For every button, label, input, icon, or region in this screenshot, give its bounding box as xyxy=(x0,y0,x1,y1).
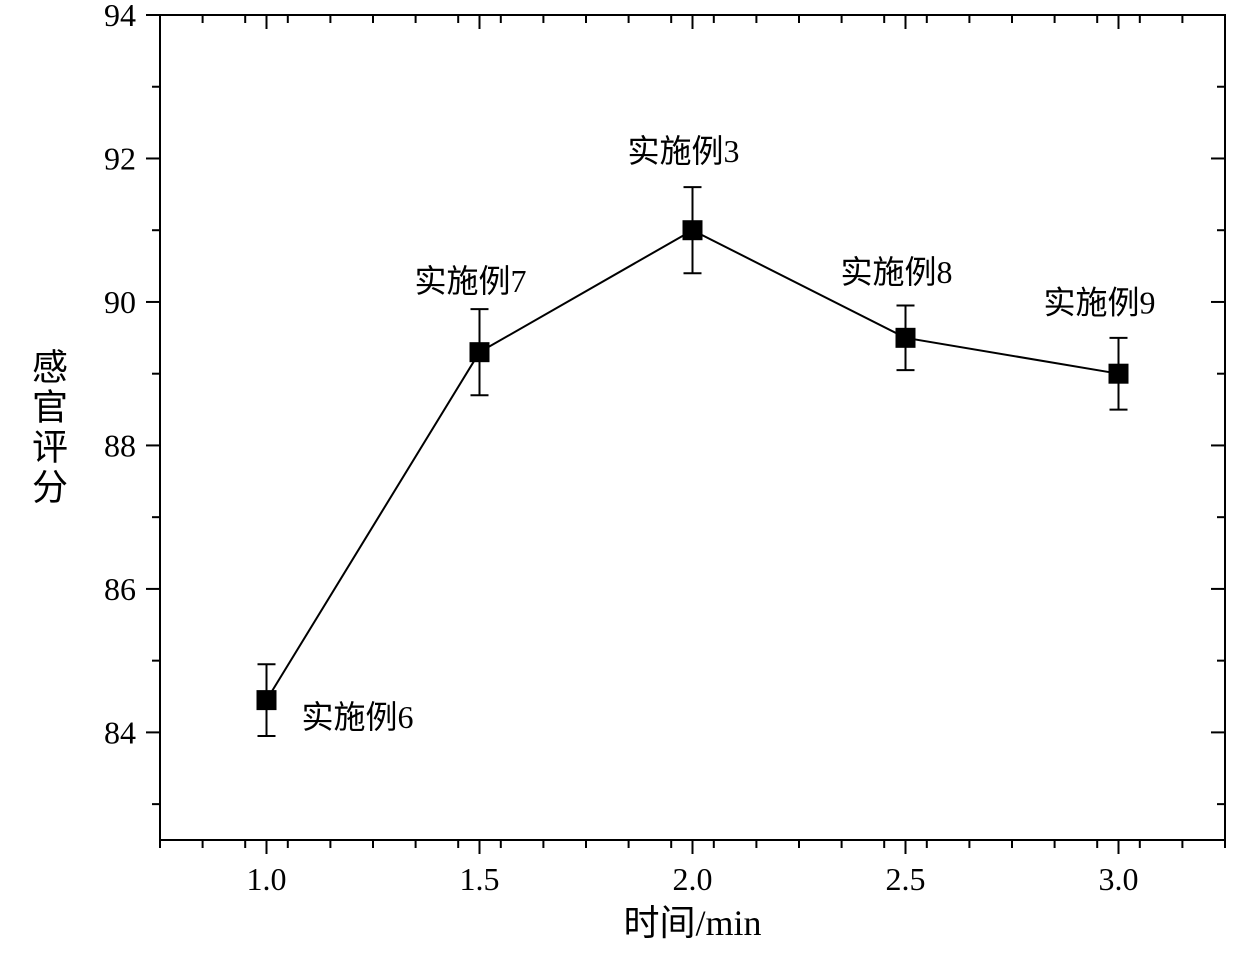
chart-container: 1.01.52.02.53.0848688909294时间/min感官评分实施例… xyxy=(0,0,1240,966)
x-tick-label: 3.0 xyxy=(1099,861,1139,897)
svg-text:感: 感 xyxy=(32,348,68,388)
data-point-label: 实施例8 xyxy=(841,254,953,290)
x-axis-label: 时间/min xyxy=(623,903,761,943)
y-tick-label: 90 xyxy=(104,284,136,320)
y-tick-label: 84 xyxy=(104,714,136,750)
data-point-marker xyxy=(896,328,916,348)
y-tick-label: 92 xyxy=(104,140,136,176)
data-point-marker xyxy=(470,342,490,362)
data-series-line xyxy=(267,230,1119,700)
data-point-label: 实施例3 xyxy=(628,133,740,169)
x-tick-label: 2.0 xyxy=(673,861,713,897)
y-axis-label: 感官评分 xyxy=(32,348,68,508)
data-point-marker xyxy=(683,220,703,240)
svg-text:分: 分 xyxy=(32,468,68,508)
line-chart: 1.01.52.02.53.0848688909294时间/min感官评分实施例… xyxy=(0,0,1240,966)
svg-text:评: 评 xyxy=(32,428,68,468)
y-tick-label: 94 xyxy=(104,0,136,33)
data-point-marker xyxy=(1109,364,1129,384)
data-point-label: 实施例9 xyxy=(1044,285,1156,321)
data-point-label: 实施例7 xyxy=(415,263,527,299)
y-tick-label: 88 xyxy=(104,427,136,463)
svg-text:官: 官 xyxy=(32,388,68,428)
data-point-marker xyxy=(257,690,277,710)
x-tick-label: 1.0 xyxy=(247,861,287,897)
x-tick-label: 1.5 xyxy=(460,861,500,897)
x-tick-label: 2.5 xyxy=(886,861,926,897)
data-point-label: 实施例6 xyxy=(302,699,414,735)
y-tick-label: 86 xyxy=(104,571,136,607)
